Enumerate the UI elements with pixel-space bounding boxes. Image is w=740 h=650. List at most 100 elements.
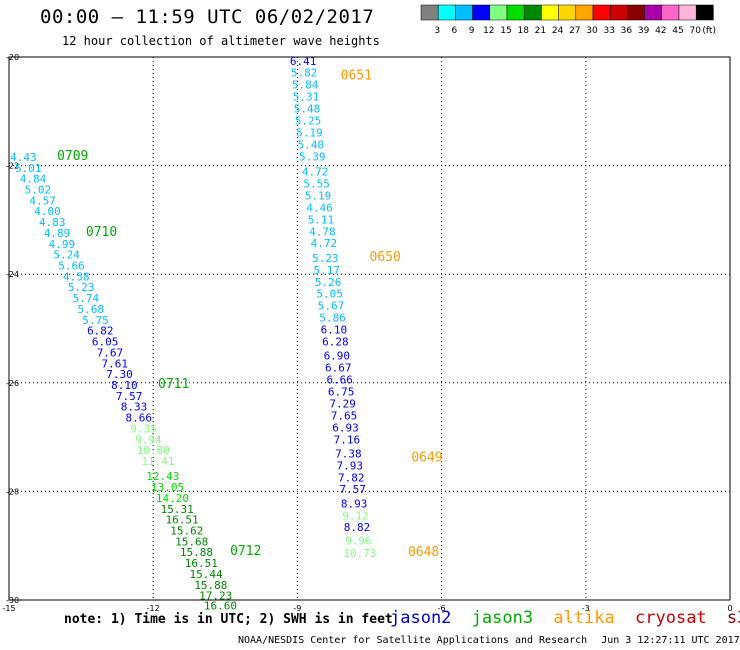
swh-value-label: 4.89 xyxy=(44,227,71,240)
swh-value-label: 5.23 xyxy=(312,252,339,265)
swh-value-label: 7.30 xyxy=(106,368,133,381)
legend-cryosat: cryosat xyxy=(635,608,707,628)
swh-value-label: 5.86 xyxy=(319,312,346,325)
swh-value-label: 6.93 xyxy=(332,421,359,434)
swh-value-label: 7.61 xyxy=(101,357,128,370)
color-bin-label: 18 xyxy=(517,26,529,36)
color-bin-label: 12 xyxy=(483,26,494,36)
color-bin-label: 45 xyxy=(672,26,683,36)
color-bin-label: 15 xyxy=(500,26,511,36)
swh-value-label: 5.84 xyxy=(292,79,319,92)
swh-value-label: 5.24 xyxy=(53,249,80,262)
y-tick-label: -28 xyxy=(6,487,19,496)
legend-jason3: jason3 xyxy=(471,608,534,628)
plot-frame xyxy=(8,56,731,601)
swh-value-label: 7.67 xyxy=(97,346,124,359)
swh-value-label: 5.48 xyxy=(294,103,321,116)
swh-value-label: 8.10 xyxy=(111,379,138,392)
x-tick-label: -9 xyxy=(293,604,301,613)
swh-value-label: 16.51 xyxy=(165,514,198,527)
swh-value-label: 8.66 xyxy=(126,412,153,425)
swh-value-label: 14.20 xyxy=(156,492,189,505)
swh-value-label: 4.58 xyxy=(63,270,90,283)
swh-value-label: 9.96 xyxy=(345,534,372,547)
swh-value-label: 5.31 xyxy=(293,91,320,104)
swh-value-label: 5.39 xyxy=(299,150,326,163)
pass-time-label: 0648 xyxy=(408,545,439,560)
swh-value-label: 16.51 xyxy=(185,557,218,570)
color-bin xyxy=(695,4,714,21)
color-bin-label: 39 xyxy=(638,26,650,36)
swh-value-label: 4.78 xyxy=(309,225,336,238)
swh-value-label: 7.65 xyxy=(331,409,358,422)
pass-time-label: 0710 xyxy=(86,225,117,240)
pass-time-label: 0650 xyxy=(370,250,401,265)
swh-value-label: 5.02 xyxy=(25,183,52,196)
credit-line: NOAA/NESDIS Center for Satellite Applica… xyxy=(238,635,740,646)
y-tick-label: -22 xyxy=(6,162,19,171)
pass-time-label: 0649 xyxy=(411,451,442,466)
credit-timestamp: Jun 3 12:27:11 UTC 2017 xyxy=(601,635,740,646)
pass-time-label: 0651 xyxy=(341,68,372,83)
swh-value-label: 5.17 xyxy=(313,264,340,277)
units-note: note: 1) Time is in UTC; 2) SWH is in fe… xyxy=(64,612,393,627)
swh-value-label: 4.84 xyxy=(20,173,47,186)
swh-value-label: 10.73 xyxy=(343,547,376,560)
swh-value-label: 6.10 xyxy=(321,324,348,337)
color-bin-label: 3 xyxy=(434,26,440,36)
swh-value-label: 6.41 xyxy=(290,55,317,68)
swh-value-label: 7.93 xyxy=(337,459,364,472)
swh-value-label: 5.25 xyxy=(295,115,322,128)
swh-value-label: 5.19 xyxy=(305,189,332,202)
swh-value-label: 4.46 xyxy=(306,201,333,214)
y-tick-label: -26 xyxy=(6,379,19,388)
swh-value-label: 6.28 xyxy=(322,336,349,349)
swh-value-label: 5.11 xyxy=(308,213,335,226)
swh-value-label: 8.33 xyxy=(121,401,148,414)
swh-value-label: 6.90 xyxy=(324,350,351,363)
swh-value-label: 5.55 xyxy=(303,178,330,191)
swh-value-label: 5.40 xyxy=(298,138,325,151)
swh-value-label: 15.88 xyxy=(180,546,213,559)
swh-value-label: 10.80 xyxy=(137,444,170,457)
swh-value-label: 4.99 xyxy=(49,238,76,251)
color-bin-label: 6 xyxy=(452,26,458,36)
swh-value-label: 7.57 xyxy=(339,483,366,496)
swh-value-label: 13.05 xyxy=(151,481,184,494)
swh-value-label: 9.12 xyxy=(342,509,369,522)
swh-value-label: 5.75 xyxy=(82,314,109,327)
swh-value-label: 6.82 xyxy=(87,325,114,338)
swh-value-label: 4.83 xyxy=(39,216,66,229)
swh-value-label: 5.74 xyxy=(73,292,100,305)
x-tick-label: 0 xyxy=(727,604,732,613)
satellite-legend: jason2 jason3 altika cryosat s3a xyxy=(390,608,740,628)
swh-value-label: 4.43 xyxy=(10,151,37,164)
y-tick-label: -30 xyxy=(6,596,19,605)
swh-value-label: 5.19 xyxy=(296,126,323,139)
swh-value-label: 16.60 xyxy=(204,599,237,612)
swh-value-label: 7.57 xyxy=(116,390,143,403)
color-bin-label: 21 xyxy=(535,26,546,36)
swh-value-label: 7.29 xyxy=(329,397,356,410)
legend-s3a: s3a xyxy=(726,608,740,628)
legend-jason2: jason2 xyxy=(390,608,452,628)
swh-value-label: 15.44 xyxy=(190,568,223,581)
swh-value-label: 4.00 xyxy=(34,205,61,218)
swh-value-label: 7.38 xyxy=(335,447,362,460)
swh-value-label: 15.68 xyxy=(175,535,208,548)
swh-value-label: 17.23 xyxy=(199,590,232,603)
pass-time-label: 0711 xyxy=(158,377,189,392)
swh-value-label: 15.31 xyxy=(161,503,194,516)
color-scale-unit: (ft) xyxy=(702,26,716,36)
swh-value-label: 5.66 xyxy=(58,260,85,273)
color-bin-label: 30 xyxy=(586,26,598,36)
y-tick-label: -24 xyxy=(6,270,19,279)
swh-value-label: 15.62 xyxy=(170,524,203,537)
pass-time-label: 0712 xyxy=(230,544,261,559)
swh-value-label: 6.75 xyxy=(328,385,355,398)
swh-value-label: 6.66 xyxy=(326,374,353,387)
swh-value-label: 11.41 xyxy=(141,455,174,468)
swh-value-label: 5.68 xyxy=(77,303,104,316)
chart-subtitle: 12 hour collection of altimeter wave hei… xyxy=(62,34,380,48)
swh-value-label: 12.43 xyxy=(146,470,179,483)
